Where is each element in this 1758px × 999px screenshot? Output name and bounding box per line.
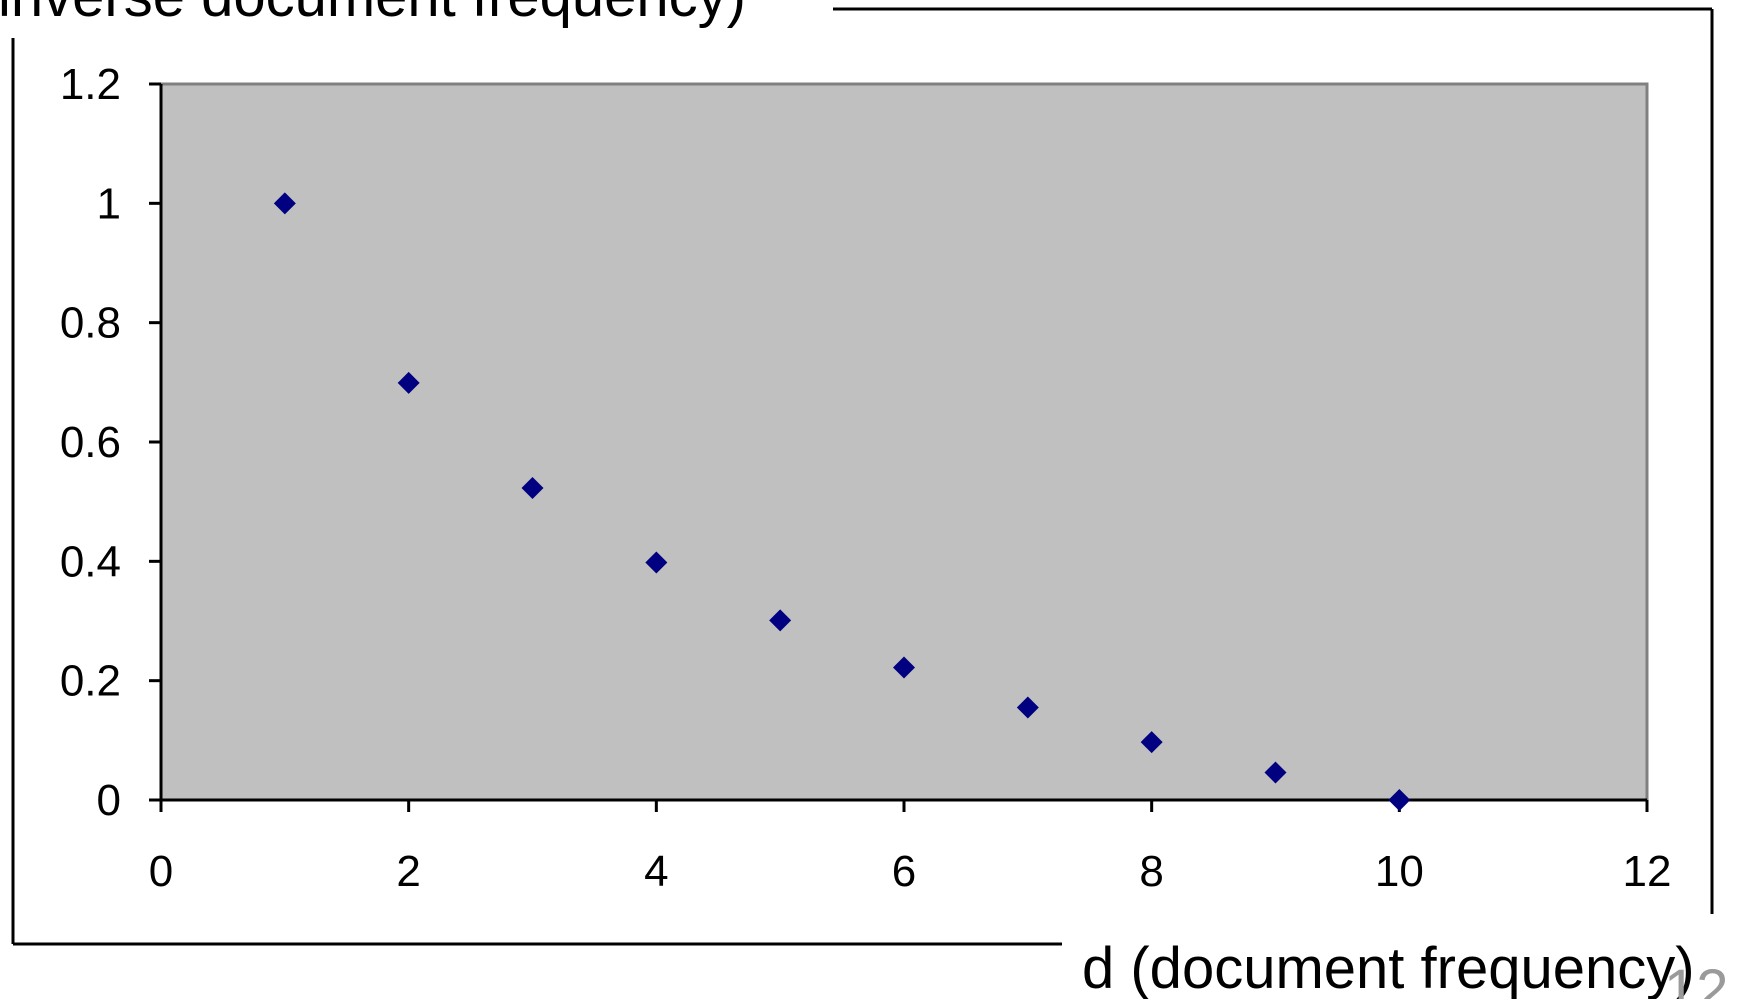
data-point-marker: [397, 371, 420, 394]
y-tick-label: 1: [97, 179, 121, 228]
page-number: 12: [1664, 958, 1729, 999]
x-tick-label: 10: [1375, 847, 1424, 896]
x-axis-title: d (document frequency): [1082, 936, 1695, 999]
data-point-marker: [769, 609, 792, 632]
x-tick-label: 8: [1139, 847, 1163, 896]
y-axis-title: inverse document frequency): [0, 0, 746, 29]
data-point-marker: [1388, 789, 1411, 811]
data-point-marker: [273, 192, 296, 215]
data-point-marker: [1016, 696, 1039, 719]
x-tick-label: 6: [892, 847, 916, 896]
x-tick-label: 2: [396, 847, 420, 896]
data-point-marker: [521, 476, 544, 499]
data-point-marker: [1140, 731, 1163, 754]
plot-area: [159, 82, 1649, 802]
x-axis-ticks: 0 2 4 6 8 10 12: [149, 800, 1672, 896]
y-tick-label: 1.2: [60, 60, 121, 109]
y-tick-label: 0.8: [60, 299, 121, 348]
y-tick-label: 0.2: [60, 657, 121, 706]
data-point-marker: [1264, 761, 1287, 784]
data-point-marker: [645, 551, 668, 574]
y-tick-label: 0: [97, 776, 121, 825]
x-tick-label: 0: [149, 847, 173, 896]
x-tick-label: 4: [644, 847, 668, 896]
outer-frame: [11, 7, 1714, 946]
data-points: [273, 192, 1411, 811]
data-point-marker: [893, 656, 915, 679]
y-axis-ticks: 0 0.2 0.4 0.6 0.8 1 1.2: [60, 60, 161, 825]
y-tick-label: 0.6: [60, 418, 121, 467]
y-tick-label: 0.4: [60, 537, 121, 586]
x-tick-label: 12: [1623, 847, 1672, 896]
